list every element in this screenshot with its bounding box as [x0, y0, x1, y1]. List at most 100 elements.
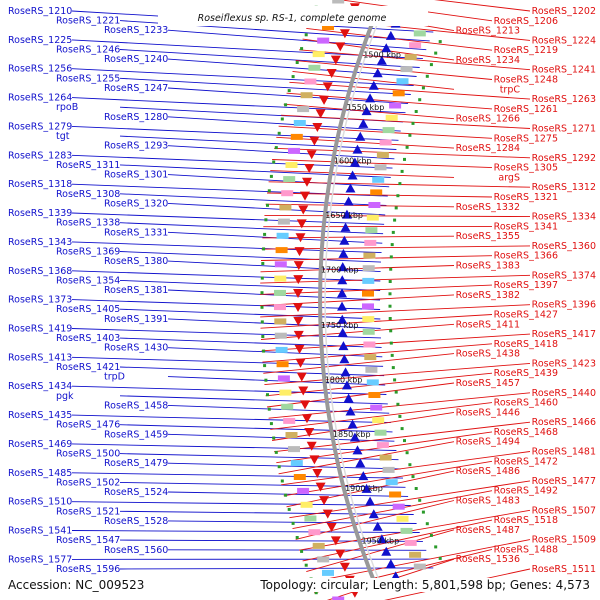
- annotation-block: [279, 204, 292, 211]
- gc-marker: [295, 61, 299, 64]
- gc-marker: [277, 131, 281, 135]
- leader-line: [274, 421, 531, 453]
- forward-gene-label: pgk: [56, 391, 74, 402]
- leader-line: [286, 92, 493, 110]
- forward-gene-label: RoseRS_1430: [104, 343, 168, 354]
- annotation-block: [297, 487, 310, 494]
- annotation-block: [389, 491, 402, 498]
- reverse-gene-arrow: [312, 469, 323, 479]
- gc-marker: [274, 146, 278, 150]
- gc-marker: [261, 335, 265, 338]
- annotation-block: [362, 316, 375, 323]
- forward-gene-arrow: [337, 275, 348, 285]
- gc-marker: [260, 291, 264, 295]
- annotation-block: [370, 189, 383, 196]
- leader-line: [167, 116, 401, 132]
- gc-marker: [396, 402, 400, 406]
- reverse-gene-label: RoseRS_1440: [532, 388, 596, 399]
- forward-gene-label: RoseRS_1528: [104, 516, 168, 527]
- forward-gene-label: RoseRS_1246: [56, 45, 120, 56]
- forward-gene-arrow: [368, 80, 379, 90]
- forward-gene-arrow: [337, 262, 348, 272]
- gc-marker: [262, 247, 266, 251]
- leader-line: [295, 500, 455, 540]
- forward-gene-label: RoseRS_1279: [8, 121, 72, 132]
- leader-line: [71, 530, 420, 533]
- gc-marker: [389, 341, 393, 345]
- annotation-block: [322, 569, 334, 576]
- forward-gene-label: RoseRS_1354: [56, 275, 120, 286]
- leader-line: [306, 27, 493, 51]
- leader-line: [119, 453, 399, 461]
- leader-line: [276, 136, 455, 149]
- forward-gene-label: RoseRS_1521: [56, 506, 120, 517]
- reverse-gene-label: trpC: [500, 84, 521, 95]
- forward-gene-arrow: [337, 301, 348, 311]
- annotation-block: [364, 354, 377, 361]
- gc-marker: [389, 329, 393, 333]
- reverse-gene-label: RoseRS_1248: [494, 75, 558, 86]
- leader-line: [119, 395, 388, 405]
- gc-marker: [414, 110, 418, 113]
- forward-gene-label: RoseRS_1596: [56, 564, 120, 575]
- reverse-gene-label: RoseRS_1477: [532, 476, 596, 487]
- annotation-block: [312, 542, 325, 549]
- reverse-gene-label: RoseRS_1241: [532, 65, 596, 76]
- reverse-gene-arrow: [322, 82, 333, 92]
- gc-marker: [434, 545, 438, 549]
- forward-gene-arrow: [341, 380, 352, 390]
- gc-marker: [393, 218, 397, 222]
- ruler-label: 1650 kbp: [325, 211, 363, 220]
- gc-marker: [393, 378, 397, 382]
- ruler-label: 1750 kbp: [321, 321, 359, 330]
- leader-line: [261, 333, 531, 352]
- forward-gene-arrow: [347, 419, 358, 429]
- annotation-block: [274, 332, 287, 339]
- reverse-gene-label: RoseRS_1374: [532, 270, 596, 281]
- forward-gene-arrow: [337, 327, 348, 337]
- reverse-gene-arrow: [312, 122, 323, 132]
- reverse-gene-label: RoseRS_1411: [456, 319, 520, 330]
- forward-gene-arrow: [368, 509, 379, 519]
- reverse-gene-arrow: [330, 55, 341, 65]
- gc-marker: [291, 521, 295, 525]
- gc-marker: [434, 51, 438, 55]
- forward-gene-label: RoseRS_1381: [104, 285, 168, 296]
- forward-gene-label: RoseRS_1391: [104, 314, 168, 325]
- leader-line: [119, 49, 420, 68]
- reverse-gene-arrow: [301, 414, 312, 424]
- forward-gene-arrow: [337, 314, 348, 324]
- annotation-block: [322, 24, 334, 31]
- gc-marker: [418, 498, 422, 502]
- forward-gene-label: RoseRS_1280: [104, 112, 168, 123]
- annotation-block: [365, 366, 378, 373]
- leader-line: [119, 539, 423, 542]
- leader-line: [71, 328, 382, 339]
- annotation-block: [274, 304, 286, 311]
- gc-marker: [287, 507, 291, 511]
- leader-line: [119, 135, 397, 150]
- gc-marker: [304, 563, 308, 567]
- annotation-block: [362, 277, 375, 284]
- annotation-block: [304, 78, 317, 85]
- forward-gene-label: RoseRS_1502: [56, 477, 120, 488]
- reverse-gene-arrow: [306, 150, 317, 160]
- reverse-gene-label: RoseRS_1457: [456, 378, 520, 389]
- forward-gene-label: RoseRS_1255: [56, 73, 120, 84]
- annotation-block: [283, 176, 296, 183]
- gc-marker: [263, 232, 267, 236]
- reverse-gene-label: RoseRS_1284: [456, 143, 520, 154]
- gc-marker: [300, 549, 304, 553]
- gc-marker: [418, 98, 422, 102]
- leader-line: [260, 314, 493, 329]
- gc-marker: [398, 182, 402, 186]
- reverse-gene-arrow: [293, 330, 304, 340]
- forward-gene-label: RoseRS_1485: [8, 468, 72, 479]
- annotation-block: [409, 42, 422, 49]
- gc-marker: [396, 194, 400, 198]
- reverse-gene-arrow: [319, 496, 330, 506]
- reverse-gene-arrow: [294, 344, 305, 354]
- gc-marker: [267, 407, 271, 411]
- forward-gene-arrow: [365, 93, 376, 103]
